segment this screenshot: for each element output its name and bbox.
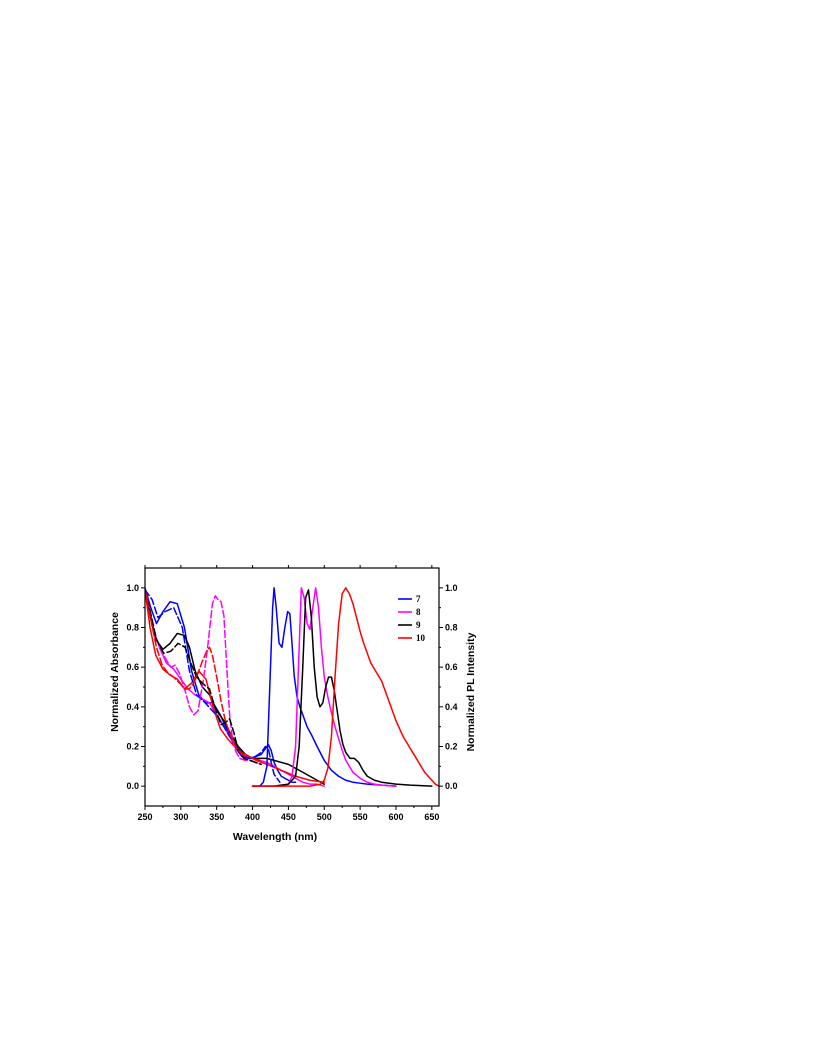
y2-tick-label: 0.0 — [445, 781, 458, 791]
legend: 7 8 9 10 — [398, 594, 426, 643]
series-line-8-PL — [251, 587, 397, 787]
y-tick-label: 1.0 — [126, 583, 139, 593]
legend-label-9: 9 — [416, 620, 421, 630]
series-line-10-dashed — [145, 589, 261, 762]
y2-tick-label: 1.0 — [445, 583, 458, 593]
y2-tick-label: 0.6 — [445, 662, 458, 672]
x-tick-label: 300 — [173, 812, 188, 822]
y2-tick-label: 0.2 — [445, 742, 458, 752]
legend-label-10: 10 — [416, 633, 426, 643]
x-tick-label: 250 — [137, 812, 152, 822]
plot-area — [145, 587, 439, 787]
legend-label-7: 7 — [416, 594, 421, 604]
series-line-10-PL — [251, 587, 439, 787]
series-layer — [145, 587, 439, 787]
y-axis-right: 0.0 0.2 0.4 0.6 0.8 1.0 — [439, 583, 458, 791]
x-tick-label: 350 — [209, 812, 224, 822]
series-line-7-dashed — [145, 589, 281, 783]
y-tick-label: 0.6 — [126, 662, 139, 672]
x-axis: 250 300 350 400 450 500 550 600 650 — [137, 565, 439, 822]
y-axis-label: Normalized Absorbance — [109, 612, 121, 732]
x-tick-label: 650 — [424, 812, 439, 822]
x-tick-label: 600 — [388, 812, 403, 822]
series-line-8-dashed — [145, 589, 262, 766]
x-tick-label: 450 — [281, 812, 296, 822]
x-tick-label: 400 — [245, 812, 260, 822]
legend-label-8: 8 — [416, 607, 421, 617]
y2-tick-label: 0.8 — [445, 623, 458, 633]
series-line-7-PL — [251, 587, 397, 787]
series-line-9-PL — [251, 589, 433, 787]
x-tick-label: 500 — [317, 812, 332, 822]
x-tick-label: 550 — [353, 812, 368, 822]
y-tick-label: 0.4 — [126, 702, 139, 712]
y-axis-left: 0.0 0.2 0.4 0.6 0.8 1.0 — [126, 583, 145, 791]
y-tick-label: 0.0 — [126, 781, 139, 791]
x-axis-label: Wavelength (nm) — [233, 831, 317, 843]
y-tick-label: 0.8 — [126, 623, 139, 633]
y2-tick-label: 0.4 — [445, 702, 458, 712]
y2-axis-label: Normalized PL Intensity — [465, 632, 477, 751]
y-tick-label: 0.2 — [126, 742, 139, 752]
series-line-9-dashed — [145, 589, 262, 766]
